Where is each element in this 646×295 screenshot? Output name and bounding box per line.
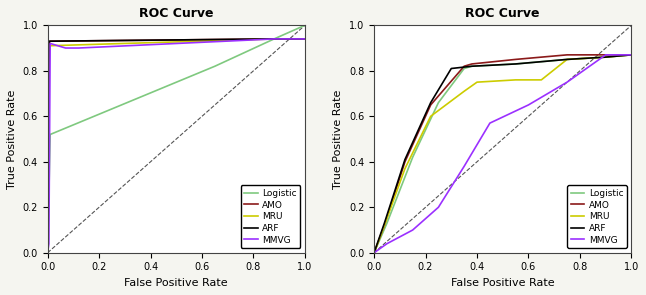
MMVG [370, 251, 378, 255]
MMVG [460, 165, 468, 168]
MMVG [44, 251, 52, 255]
MMVG [563, 80, 571, 84]
Title: ROC Curve: ROC Curve [466, 7, 540, 20]
Logistic [435, 101, 443, 104]
Logistic [383, 222, 391, 225]
ARF [448, 67, 455, 70]
MMVG [525, 103, 532, 107]
AMO [460, 65, 468, 68]
MMVG [74, 46, 82, 50]
Line: Logistic: Logistic [48, 25, 305, 253]
Line: MRU: MRU [48, 39, 305, 253]
MMVG [602, 53, 610, 57]
AMO [401, 160, 409, 163]
MMVG [47, 42, 54, 45]
AMO [44, 251, 52, 255]
MRU [460, 89, 468, 93]
AMO [627, 53, 635, 57]
ARF [512, 62, 519, 66]
Line: ARF: ARF [48, 39, 305, 253]
Logistic [370, 251, 378, 255]
MMVG [409, 228, 417, 232]
ARF [401, 158, 409, 161]
AMO [512, 58, 519, 61]
AMO [468, 62, 475, 66]
ARF [427, 101, 435, 104]
Line: MRU: MRU [374, 55, 631, 253]
ARF [301, 37, 309, 41]
MRU [270, 37, 278, 41]
MRU [512, 78, 519, 82]
ARF [627, 53, 635, 57]
Logistic [301, 24, 309, 27]
MRU [427, 114, 435, 118]
Line: AMO: AMO [48, 39, 305, 253]
Y-axis label: True Positive Rate: True Positive Rate [7, 89, 17, 189]
ARF [370, 251, 378, 255]
MMVG [435, 206, 443, 209]
Logistic [537, 60, 545, 63]
AMO [427, 103, 435, 107]
Logistic [211, 65, 219, 68]
X-axis label: False Positive Rate: False Positive Rate [125, 278, 228, 288]
MMVG [270, 37, 278, 41]
MMVG [62, 46, 70, 50]
MRU [45, 44, 53, 47]
ARF [44, 251, 52, 255]
Logistic [512, 62, 519, 66]
AMO [47, 40, 54, 43]
ARF [602, 55, 610, 59]
ARF [563, 58, 571, 61]
AMO [301, 37, 309, 41]
AMO [45, 42, 53, 45]
MRU [301, 37, 309, 41]
MRU [537, 78, 545, 82]
MMVG [383, 242, 391, 245]
MMVG [486, 121, 494, 125]
Logistic [270, 37, 278, 41]
Logistic [627, 53, 635, 57]
Logistic [409, 155, 417, 159]
Line: MMVG: MMVG [48, 39, 305, 253]
ARF [270, 37, 278, 41]
Legend: Logistic, AMO, MRU, ARF, MMVG: Logistic, AMO, MRU, ARF, MMVG [567, 185, 627, 248]
Title: ROC Curve: ROC Curve [139, 7, 214, 20]
MRU [563, 58, 571, 61]
AMO [370, 251, 378, 255]
Logistic [602, 55, 610, 59]
AMO [380, 224, 388, 227]
ARF [537, 60, 545, 63]
ARF [380, 222, 388, 225]
Line: AMO: AMO [374, 55, 631, 253]
X-axis label: False Positive Rate: False Positive Rate [451, 278, 554, 288]
MRU [370, 251, 378, 255]
AMO [270, 37, 278, 41]
Line: MMVG: MMVG [374, 55, 631, 253]
Logistic [460, 67, 468, 70]
MRU [602, 55, 610, 59]
MRU [401, 167, 409, 171]
MRU [44, 251, 52, 255]
Logistic [563, 58, 571, 61]
AMO [537, 55, 545, 59]
MRU [627, 53, 635, 57]
AMO [602, 53, 610, 57]
Line: ARF: ARF [374, 55, 631, 253]
Y-axis label: True Positive Rate: True Positive Rate [333, 89, 344, 189]
Logistic [468, 65, 475, 68]
AMO [563, 53, 571, 57]
Line: Logistic: Logistic [374, 55, 631, 253]
MRU [473, 80, 481, 84]
ARF [45, 40, 53, 43]
ARF [468, 65, 475, 68]
MMVG [627, 53, 635, 57]
MRU [380, 224, 388, 227]
Logistic [44, 251, 52, 255]
MMVG [45, 242, 53, 245]
Legend: Logistic, AMO, MRU, ARF, MMVG: Logistic, AMO, MRU, ARF, MMVG [240, 185, 300, 248]
Logistic [47, 133, 54, 136]
MMVG [301, 37, 309, 41]
